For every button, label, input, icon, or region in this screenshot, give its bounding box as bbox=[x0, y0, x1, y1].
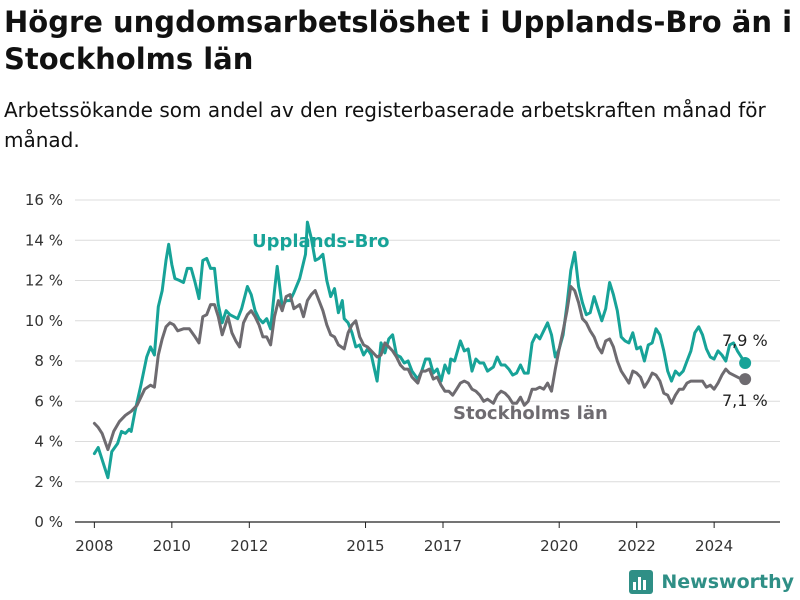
y-tick-label: 12 % bbox=[25, 272, 63, 290]
y-tick-label: 10 % bbox=[25, 312, 63, 330]
y-tick-label: 14 % bbox=[25, 231, 63, 249]
newsworthy-bars-icon bbox=[629, 570, 654, 594]
y-tick-label: 8 % bbox=[34, 352, 63, 370]
axes: 0 % 2 % 4 % 6 % 8 % 10 % 12 % 14 % 16 % 2008 2010 2… bbox=[25, 191, 733, 555]
x-tick-label: 2012 bbox=[230, 537, 268, 555]
end-label-upplands-bro: 7,9 % bbox=[722, 331, 768, 350]
series-line-stockholms-lan bbox=[92, 285, 747, 452]
x-tick-label: 2017 bbox=[424, 537, 462, 555]
series-line-upplands-bro bbox=[92, 220, 747, 480]
x-tick-label: 2022 bbox=[618, 537, 656, 555]
series-end-point-stockholms-lan bbox=[739, 373, 752, 386]
y-tick-label: 2 % bbox=[34, 473, 63, 491]
x-tick-label: 2008 bbox=[75, 537, 113, 555]
y-tick-label: 16 % bbox=[25, 191, 63, 209]
chart-title: Högre ungdomsarbetslöshet i Upplands-Bro… bbox=[4, 5, 793, 76]
y-tick-label: 4 % bbox=[34, 433, 63, 451]
line-chart: 0 % 2 % 4 % 6 % 8 % 10 % 12 % 14 % 16 % 2008 2010 2… bbox=[25, 191, 780, 555]
x-tick-label: 2024 bbox=[695, 537, 733, 555]
end-label-stockholms-lan: 7,1 % bbox=[722, 391, 768, 410]
y-tick-label: 6 % bbox=[34, 392, 63, 410]
series-end-point-upplands-bro bbox=[739, 357, 752, 370]
y-tick-label: 0 % bbox=[34, 513, 63, 531]
series-label-stockholms-lan: Stockholms län bbox=[453, 403, 608, 424]
series-label-upplands-bro: Upplands-Bro bbox=[252, 231, 390, 252]
newsworthy-logo: Newsworthy bbox=[629, 570, 794, 594]
series-lines bbox=[92, 220, 752, 480]
x-tick-label: 2015 bbox=[346, 537, 384, 555]
x-tick-label: 2020 bbox=[540, 537, 578, 555]
x-tick-label: 2010 bbox=[153, 537, 191, 555]
gridlines bbox=[75, 199, 780, 523]
chart-subtitle: Arbetssökande som andel av den registerb… bbox=[4, 98, 766, 152]
brand-name: Newsworthy bbox=[661, 571, 794, 593]
series-labels: Upplands-Bro Stockholms län 7,9 % 7,1 % bbox=[252, 231, 768, 424]
